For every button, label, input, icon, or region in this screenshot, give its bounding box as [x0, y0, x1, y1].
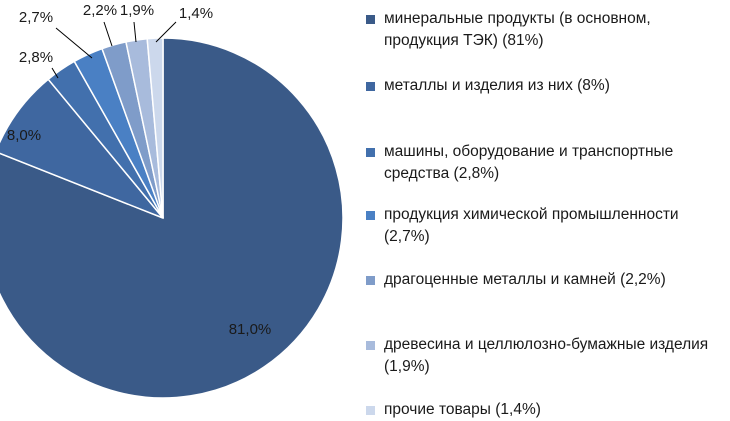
- pie-slice-metals: [0, 78, 164, 219]
- data-label-other: 1,4%: [179, 5, 213, 22]
- legend-label: драгоценные металлы и камней (2,2%): [384, 271, 666, 288]
- leader-lines: [51, 21, 177, 79]
- data-label-precious: 2,2%: [83, 2, 117, 19]
- leader-line-precious: [103, 21, 113, 47]
- leader-line-other: [155, 21, 177, 43]
- legend-item-machinery: машины, оборудование и транспортные сред…: [366, 141, 728, 185]
- data-label-chemical: 2,7%: [19, 9, 53, 26]
- legend-swatch: [366, 82, 375, 91]
- legend-label: металлы и изделия из них (8%): [384, 77, 610, 94]
- legend-item-metals: металлы и изделия из них (8%): [366, 75, 728, 97]
- leader-line-chemical: [55, 27, 93, 59]
- legend-item-other: прочие товары (1,4%): [366, 399, 728, 421]
- legend-label: продукция химической промышленности (2,7…: [384, 206, 679, 245]
- data-label-mineral: 81,0%: [229, 321, 272, 338]
- legend-swatch: [366, 341, 375, 350]
- data-label-wood: 1,9%: [120, 2, 154, 19]
- pie-slice-other: [146, 37, 164, 219]
- leader-line-wood: [133, 21, 137, 43]
- legend-label: минеральные продукты (в основном, продук…: [384, 10, 651, 49]
- legend-item-precious: драгоценные металлы и камней (2,2%): [366, 269, 728, 291]
- legend-swatch: [366, 276, 375, 285]
- pie-slices: [0, 37, 344, 399]
- legend-label: прочие товары (1,4%): [384, 401, 541, 418]
- legend-item-mineral: минеральные продукты (в основном, продук…: [366, 8, 728, 52]
- legend-label: древесина и целлюлозно-бумажные изделия …: [384, 336, 709, 375]
- data-label-machinery: 2,8%: [19, 49, 53, 66]
- data-label-metals: 8,0%: [7, 127, 41, 144]
- legend-swatch: [366, 406, 375, 415]
- leader-line-machinery: [51, 67, 59, 79]
- pie-slice-mineral: [0, 37, 344, 399]
- legend-label: машины, оборудование и транспортные сред…: [384, 143, 674, 182]
- legend-swatch: [366, 211, 375, 220]
- legend-item-wood: древесина и целлюлозно-бумажные изделия …: [366, 334, 728, 378]
- legend-swatch: [366, 148, 375, 157]
- legend-item-chemical: продукция химической промышленности (2,7…: [366, 204, 728, 248]
- data-labels: 81,0% 8,0% 2,8% 2,7% 2,2% 1,9% 1,4%: [7, 2, 271, 338]
- legend-swatch: [366, 15, 375, 24]
